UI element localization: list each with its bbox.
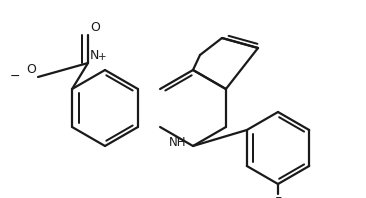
Text: NH: NH bbox=[169, 136, 187, 149]
Text: O: O bbox=[26, 63, 36, 76]
Text: N: N bbox=[90, 49, 99, 62]
Text: +: + bbox=[98, 52, 106, 62]
Text: F: F bbox=[274, 196, 281, 198]
Text: O: O bbox=[90, 21, 100, 34]
Text: −: − bbox=[10, 69, 20, 83]
